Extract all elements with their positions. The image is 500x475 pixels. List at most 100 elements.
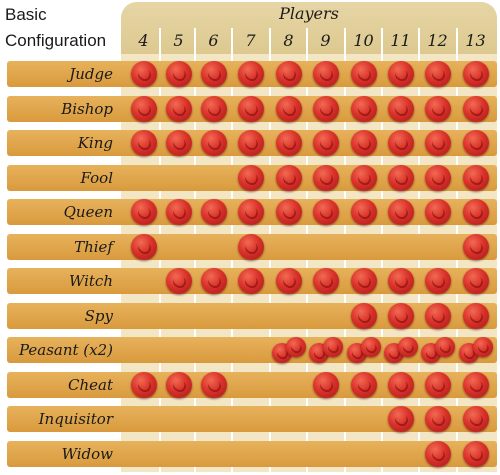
role-token-icon	[472, 337, 493, 357]
role-token-icon	[237, 165, 264, 191]
player-count-5: 5	[173, 31, 184, 50]
role-token-icon	[424, 303, 451, 329]
role-token-icon	[130, 130, 157, 156]
role-token-icon	[275, 96, 302, 122]
role-label: Inquisitor	[38, 410, 113, 428]
role-token-icon	[237, 130, 264, 156]
player-count-4: 4	[138, 31, 149, 50]
role-label: Thief	[74, 238, 113, 256]
role-row	[7, 406, 497, 432]
role-token-icon	[237, 61, 264, 87]
role-token-icon	[130, 372, 157, 398]
title-line-1: Basic	[5, 5, 47, 24]
role-token-icon	[350, 199, 377, 225]
role-token-icon	[397, 337, 418, 357]
role-token-icon	[424, 61, 451, 87]
player-count-8: 8	[283, 31, 294, 50]
role-token-icon	[237, 199, 264, 225]
role-label: Judge	[69, 65, 113, 83]
role-token-icon	[387, 268, 414, 294]
player-count-7: 7	[245, 31, 256, 50]
role-token-icon	[424, 372, 451, 398]
role-token-icon	[237, 268, 264, 294]
role-label: Spy	[84, 307, 113, 325]
role-token-icon	[312, 61, 339, 87]
role-label: King	[77, 134, 113, 152]
role-token-icon	[165, 372, 192, 398]
role-token-icon	[350, 372, 377, 398]
role-token-icon	[387, 372, 414, 398]
role-token-icon	[312, 130, 339, 156]
role-token-icon	[237, 96, 264, 122]
role-token-icon	[350, 268, 377, 294]
role-token-icon	[462, 96, 489, 122]
role-token-icon	[424, 268, 451, 294]
role-token-icon	[462, 61, 489, 87]
role-token-icon	[462, 199, 489, 225]
player-count-11: 11	[390, 31, 411, 50]
role-token-icon	[360, 337, 381, 357]
role-token-icon	[285, 337, 306, 357]
role-token-icon	[424, 96, 451, 122]
role-row	[7, 372, 497, 398]
role-token-icon	[237, 234, 264, 260]
title-line-2: Configuration	[5, 31, 107, 50]
role-token-icon	[387, 96, 414, 122]
role-token-icon	[462, 234, 489, 260]
player-count-13: 13	[465, 31, 486, 50]
role-token-icon	[434, 337, 455, 357]
role-row	[7, 303, 497, 329]
role-token-icon	[387, 130, 414, 156]
role-token-icon	[462, 441, 489, 467]
role-token-icon	[322, 337, 343, 357]
role-token-icon	[165, 61, 192, 87]
role-token-icon	[424, 406, 451, 432]
role-token-icon	[130, 199, 157, 225]
role-token-icon	[275, 130, 302, 156]
role-label: Peasant (x2)	[18, 341, 113, 359]
role-token-icon	[312, 165, 339, 191]
role-token-icon	[424, 130, 451, 156]
role-token-icon	[200, 268, 227, 294]
role-token-icon	[387, 61, 414, 87]
role-label: Bishop	[61, 100, 113, 118]
role-token-icon	[424, 441, 451, 467]
role-token-icon	[350, 130, 377, 156]
role-token-icon	[350, 303, 377, 329]
role-token-icon	[275, 199, 302, 225]
role-token-icon	[312, 268, 339, 294]
role-token-icon	[424, 165, 451, 191]
role-token-icon	[462, 165, 489, 191]
role-token-icon	[200, 61, 227, 87]
role-token-icon	[275, 165, 302, 191]
role-token-icon	[275, 61, 302, 87]
role-token-icon	[165, 130, 192, 156]
role-token-icon	[200, 372, 227, 398]
player-count-10: 10	[353, 31, 374, 50]
role-label: Widow	[61, 445, 113, 463]
role-token-icon	[350, 165, 377, 191]
role-label: Witch	[68, 272, 113, 290]
role-token-icon	[424, 199, 451, 225]
player-count-9: 9	[320, 31, 331, 50]
role-token-icon	[165, 96, 192, 122]
role-label: Fool	[80, 169, 113, 187]
role-token-icon	[200, 130, 227, 156]
role-token-icon	[462, 372, 489, 398]
role-token-icon	[312, 372, 339, 398]
table-title: Basic Configuration	[5, 2, 120, 54]
role-token-icon	[462, 303, 489, 329]
role-token-icon	[130, 61, 157, 87]
role-token-icon	[387, 406, 414, 432]
role-token-icon	[462, 130, 489, 156]
players-label: Players	[279, 4, 339, 23]
role-token-icon	[462, 268, 489, 294]
role-token-icon	[275, 268, 302, 294]
role-row	[7, 441, 497, 467]
role-token-icon	[200, 96, 227, 122]
role-token-icon	[387, 165, 414, 191]
role-token-icon	[130, 234, 157, 260]
role-token-icon	[312, 96, 339, 122]
role-label: Cheat	[68, 376, 113, 394]
